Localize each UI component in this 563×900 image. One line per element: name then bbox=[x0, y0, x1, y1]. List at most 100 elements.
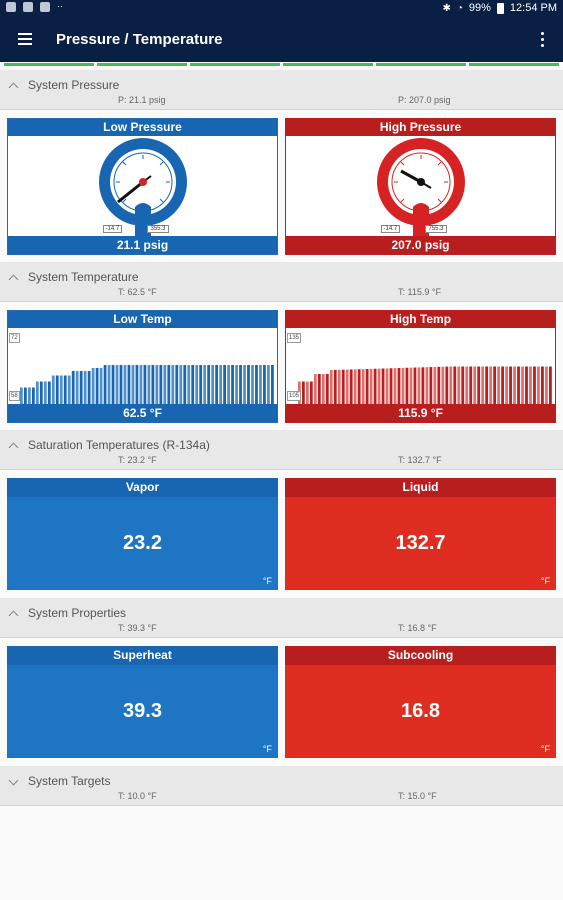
trend-bar bbox=[247, 365, 250, 404]
high-temp-card[interactable]: High Temp 135 105 115.9 °F bbox=[285, 310, 556, 423]
gauge-max-label: 355.3 bbox=[147, 225, 169, 233]
unit-label: °F bbox=[262, 744, 272, 754]
trend-bar bbox=[23, 387, 27, 404]
trend-bar bbox=[39, 381, 43, 404]
usb-icon bbox=[23, 2, 33, 12]
trend-bar bbox=[377, 368, 381, 404]
trend-bar bbox=[449, 366, 453, 404]
page-title: Pressure / Temperature bbox=[56, 31, 223, 48]
subcooling-card[interactable]: Subcooling 16.8 °F bbox=[285, 646, 556, 758]
trend-bar bbox=[465, 366, 469, 404]
trend-bar bbox=[63, 375, 67, 404]
section-left-value: T: 39.3 °F bbox=[118, 623, 157, 633]
low-temp-card[interactable]: Low Temp 72 58 62.5 °F bbox=[7, 310, 278, 423]
unit-label: °F bbox=[540, 576, 550, 586]
trend-bar bbox=[497, 366, 501, 404]
trend-bar bbox=[31, 387, 35, 404]
section-system-temperature[interactable]: System Temperature T: 62.5 °F T: 115.9 °… bbox=[0, 262, 563, 302]
collapse-chevron-icon[interactable] bbox=[8, 442, 19, 453]
collapse-chevron-icon[interactable] bbox=[8, 610, 19, 621]
trend-bar bbox=[505, 366, 508, 404]
trend-bar bbox=[131, 365, 135, 404]
trend-bar bbox=[445, 366, 449, 404]
unit-label: °F bbox=[262, 576, 272, 586]
trend-bar bbox=[461, 366, 465, 404]
section-right-value: T: 132.7 °F bbox=[398, 455, 442, 465]
trend-bar bbox=[67, 375, 71, 404]
trend-bar bbox=[79, 371, 83, 404]
section-system-properties[interactable]: System Properties T: 39.3 °F T: 16.8 °F bbox=[0, 598, 563, 638]
trend-bar bbox=[493, 366, 497, 404]
app-bar: Pressure / Temperature bbox=[0, 18, 563, 62]
section-saturation-temperatures[interactable]: Saturation Temperatures (R-134a) T: 23.2… bbox=[0, 430, 563, 470]
chart-bottom-label: 105 bbox=[287, 391, 302, 401]
trend-bar bbox=[481, 366, 485, 404]
trend-bar bbox=[533, 366, 536, 404]
card-title: Liquid bbox=[285, 478, 556, 497]
trend-bar bbox=[369, 368, 373, 404]
expand-chevron-icon[interactable] bbox=[8, 775, 19, 786]
trend-bar bbox=[425, 367, 429, 404]
high-pressure-card[interactable]: High Pressure -14.7 755.3 207.0 psig bbox=[285, 118, 556, 255]
trend-bar bbox=[313, 374, 317, 404]
trend-bar bbox=[365, 368, 369, 404]
trend-bar bbox=[489, 366, 493, 404]
collapse-chevron-icon[interactable] bbox=[8, 274, 19, 285]
battery-icon bbox=[496, 2, 504, 14]
trend-bar bbox=[389, 368, 393, 404]
section-left-value: T: 23.2 °F bbox=[118, 455, 157, 465]
section-right-value: T: 15.0 °F bbox=[398, 791, 437, 801]
low-pressure-card[interactable]: Low Pressure -14.7 355.3 21.1 psig bbox=[7, 118, 278, 255]
trend-bar bbox=[91, 368, 95, 404]
progress-tabs bbox=[0, 63, 563, 67]
trend-bar bbox=[143, 365, 147, 404]
trend-bar bbox=[417, 367, 421, 404]
subcooling-value: 16.8 bbox=[401, 700, 440, 722]
bluetooth-icon: ✱ bbox=[442, 2, 451, 14]
trend-bar bbox=[473, 366, 477, 404]
trend-bar bbox=[127, 365, 131, 404]
trend-bar bbox=[349, 369, 353, 404]
trend-bar bbox=[115, 365, 119, 404]
trend-bar bbox=[259, 365, 262, 404]
high-temp-reading: 115.9 °F bbox=[286, 404, 555, 422]
card-title: High Temp bbox=[286, 311, 555, 328]
trend-bar bbox=[175, 365, 179, 404]
trend-bar bbox=[429, 367, 433, 404]
battery-text: 99% bbox=[468, 2, 491, 14]
trend-bar bbox=[453, 366, 457, 404]
vapor-value: 23.2 bbox=[123, 532, 162, 554]
trend-bar bbox=[179, 365, 183, 404]
trend-bar bbox=[139, 365, 143, 404]
collapse-chevron-icon[interactable] bbox=[8, 82, 19, 93]
superheat-card[interactable]: Superheat 39.3 °F bbox=[7, 646, 278, 758]
trend-bar bbox=[151, 365, 155, 404]
overflow-menu-icon[interactable] bbox=[541, 32, 545, 48]
trend-bar bbox=[191, 365, 195, 404]
trend-bar bbox=[219, 365, 223, 404]
trend-bar bbox=[541, 366, 544, 404]
liquid-card[interactable]: Liquid 132.7 °F bbox=[285, 478, 556, 590]
trend-bar bbox=[529, 366, 532, 404]
trend-bar bbox=[171, 365, 175, 404]
section-system-targets[interactable]: System Targets T: 10.0 °F T: 15.0 °F bbox=[0, 766, 563, 806]
trend-bar bbox=[227, 365, 230, 404]
trend-bar bbox=[183, 365, 187, 404]
trend-bar bbox=[135, 365, 139, 404]
trend-bar bbox=[353, 369, 357, 404]
section-title: System Temperature bbox=[28, 270, 139, 284]
chart-top-label: 135 bbox=[287, 333, 302, 343]
vapor-card[interactable]: Vapor 23.2 °F bbox=[7, 478, 278, 590]
chart-bottom-label: 58 bbox=[9, 391, 20, 401]
section-right-value: T: 115.9 °F bbox=[398, 287, 441, 297]
trend-bar bbox=[549, 366, 552, 404]
trend-bar bbox=[457, 366, 461, 404]
section-system-pressure[interactable]: System Pressure P: 21.1 psig P: 207.0 ps… bbox=[0, 70, 563, 110]
gauge-min-label: -14.7 bbox=[380, 225, 401, 233]
menu-icon[interactable] bbox=[18, 33, 32, 45]
trend-bar bbox=[325, 374, 329, 404]
trend-bar bbox=[433, 366, 437, 404]
trend-bar bbox=[321, 374, 325, 404]
trend-bar bbox=[243, 365, 246, 404]
trend-bar bbox=[167, 365, 171, 404]
